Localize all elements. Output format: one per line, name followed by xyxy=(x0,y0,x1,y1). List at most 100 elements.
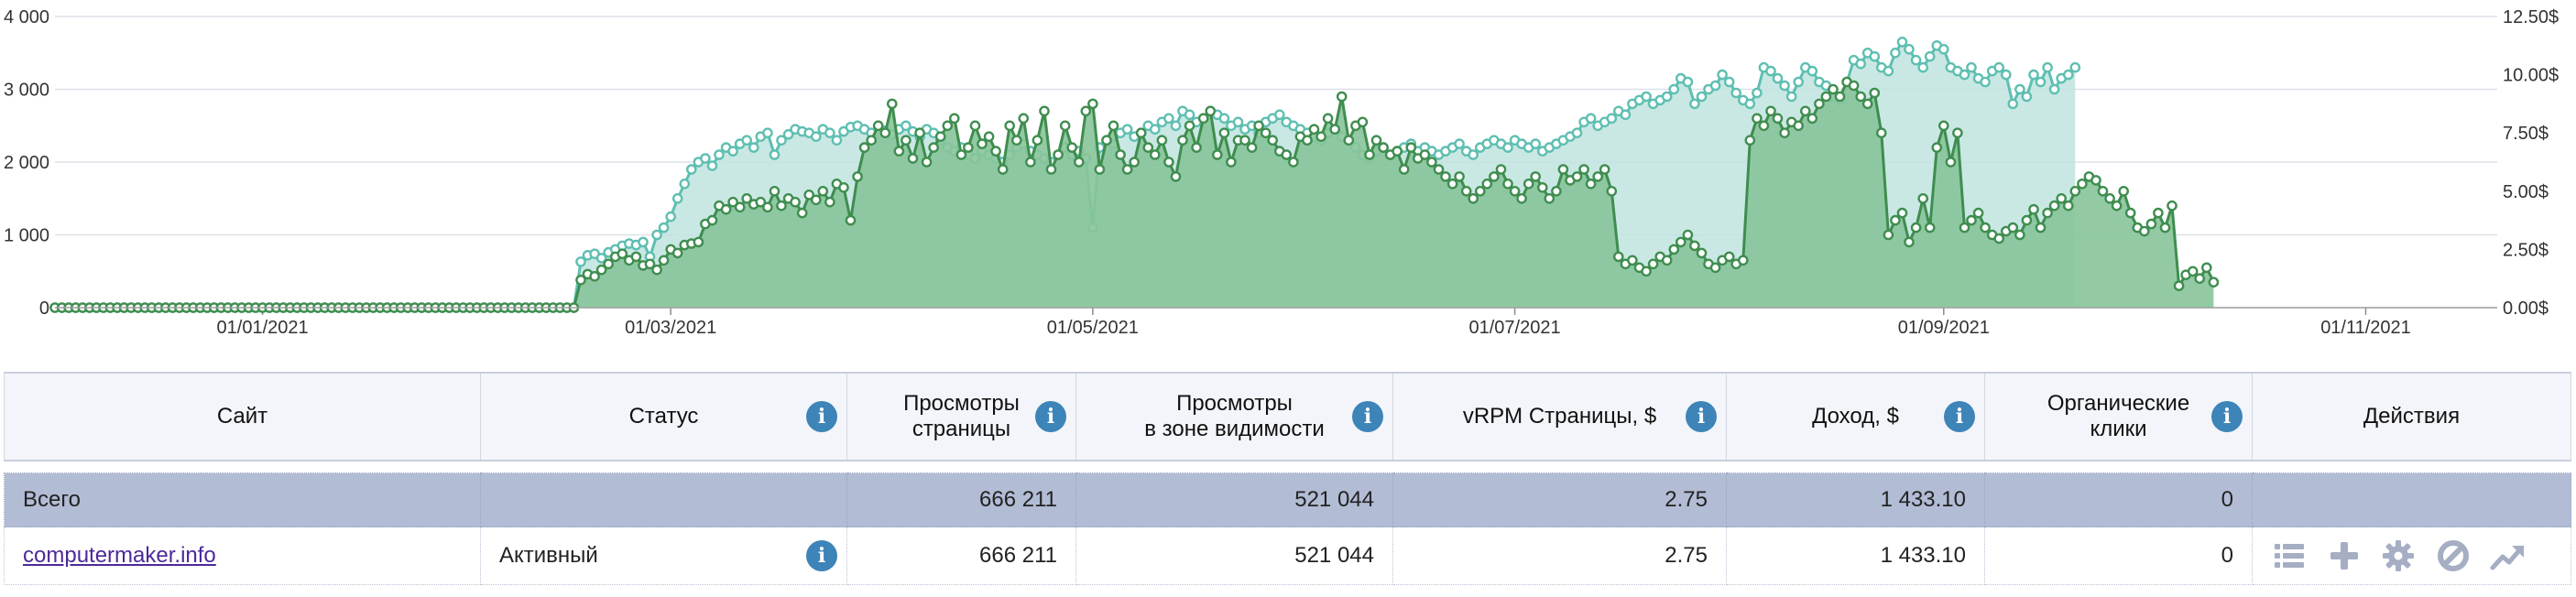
x-tick-label: 01/11/2021 xyxy=(2320,318,2411,338)
data-point xyxy=(686,164,697,175)
data-point xyxy=(679,178,691,190)
data-point xyxy=(2208,277,2220,288)
data-point xyxy=(1523,178,1534,190)
data-point xyxy=(1668,83,1680,95)
data-point xyxy=(714,149,725,160)
data-point xyxy=(2007,98,2019,110)
data-point xyxy=(1260,127,1272,138)
data-point xyxy=(2173,280,2185,291)
data-point xyxy=(907,153,919,164)
data-point xyxy=(1980,76,1991,88)
data-point xyxy=(1613,251,1624,263)
data-point xyxy=(1129,157,1140,168)
col-header-page-views[interactable]: Просмотры страницы i xyxy=(846,372,1076,461)
info-icon[interactable]: i xyxy=(1944,401,1975,432)
col-header-label: Сайт xyxy=(216,404,268,429)
data-point xyxy=(1530,138,1541,149)
data-point xyxy=(838,181,849,193)
data-point xyxy=(1059,120,1071,132)
list-icon[interactable] xyxy=(2271,537,2308,574)
data-point xyxy=(2042,207,2053,219)
x-tick-label: 01/05/2021 xyxy=(1047,318,1139,338)
data-point xyxy=(2062,69,2074,81)
data-point xyxy=(1966,214,1977,226)
data-point xyxy=(755,196,767,208)
data-point xyxy=(2035,222,2047,233)
data-point xyxy=(817,185,829,197)
data-point xyxy=(949,113,960,125)
info-icon[interactable]: i xyxy=(806,401,837,432)
data-point xyxy=(1682,229,1694,241)
data-point xyxy=(1869,87,1881,99)
col-header-revenue[interactable]: Доход, $ i xyxy=(1726,372,1985,461)
data-point xyxy=(1592,171,1603,182)
info-icon[interactable]: i xyxy=(1686,401,1717,432)
data-point xyxy=(1709,80,1721,92)
data-point xyxy=(811,131,822,142)
data-point xyxy=(1121,164,1133,175)
data-point xyxy=(1433,164,1445,175)
plus-icon[interactable] xyxy=(2326,537,2363,574)
site-link[interactable]: computermaker.info xyxy=(23,543,216,568)
data-point xyxy=(720,203,732,215)
data-point xyxy=(1738,255,1749,266)
data-point xyxy=(1322,113,1334,125)
data-point xyxy=(693,236,704,248)
trend-up-icon[interactable] xyxy=(2490,537,2527,574)
data-point xyxy=(658,255,670,266)
data-point xyxy=(1460,185,1472,197)
data-point xyxy=(1910,222,1922,233)
col-header-site[interactable]: Сайт xyxy=(4,372,481,461)
data-point xyxy=(1937,44,1949,55)
data-point xyxy=(762,127,773,138)
data-point xyxy=(1765,105,1776,117)
data-point xyxy=(1191,142,1202,153)
data-point xyxy=(1779,127,1790,138)
info-icon[interactable]: i xyxy=(806,540,837,571)
data-point xyxy=(811,194,822,206)
data-point xyxy=(1212,149,1223,160)
col-header-vrpm[interactable]: vRPM Страницы, $ i xyxy=(1392,372,1727,461)
data-point xyxy=(2145,218,2157,230)
data-point xyxy=(1288,157,1299,168)
data-point xyxy=(575,256,586,267)
data-point xyxy=(1661,255,1673,266)
x-tick-label: 01/09/2021 xyxy=(1898,318,1990,338)
data-point xyxy=(1218,113,1230,125)
data-point xyxy=(1045,164,1057,175)
info-icon[interactable]: i xyxy=(1035,401,1066,432)
block-icon[interactable] xyxy=(2435,537,2472,574)
y2-tick-label: 0.00$ xyxy=(2503,298,2549,319)
spacer-cell xyxy=(4,461,2571,473)
gear-icon[interactable] xyxy=(2380,537,2417,574)
total-actions xyxy=(2252,472,2571,527)
data-point xyxy=(665,211,677,223)
data-point xyxy=(983,131,995,142)
data-point xyxy=(776,200,787,212)
data-point xyxy=(990,146,1001,157)
data-point xyxy=(2077,178,2088,190)
data-point xyxy=(651,264,662,276)
data-point xyxy=(1239,135,1250,146)
data-point xyxy=(1910,54,1922,66)
data-point xyxy=(2021,214,2033,226)
data-point xyxy=(1025,157,1036,168)
col-header-status[interactable]: Статус i xyxy=(480,372,847,461)
y2-tick-label: 2.50$ xyxy=(2503,240,2549,260)
data-point xyxy=(1551,185,1562,197)
data-point xyxy=(1087,98,1098,110)
data-point xyxy=(977,138,988,149)
data-point xyxy=(1135,127,1147,138)
info-icon[interactable]: i xyxy=(2211,401,2243,432)
data-point xyxy=(1806,113,1818,125)
info-icon[interactable]: i xyxy=(1352,401,1383,432)
data-point xyxy=(1004,120,1015,132)
col-header-visible-views[interactable]: Просмотры в зоне видимости i xyxy=(1075,372,1393,461)
data-point xyxy=(955,149,967,160)
status-cell: Активный i xyxy=(480,526,847,585)
col-header-organic-clicks[interactable]: Органические клики i xyxy=(1984,372,2253,461)
data-point xyxy=(921,157,933,168)
data-point xyxy=(1585,178,1597,190)
data-point xyxy=(1682,76,1694,88)
data-point xyxy=(1468,192,1479,204)
